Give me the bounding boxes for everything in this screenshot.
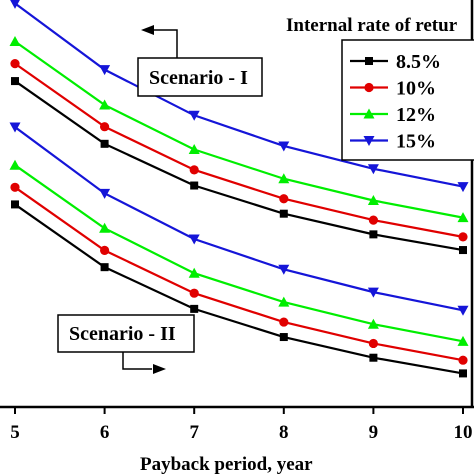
scenario-2-arrow-head bbox=[153, 364, 166, 374]
legend-swatch-marker-4 bbox=[363, 136, 375, 146]
scenario-1-series-line-3 bbox=[14, 40, 464, 219]
x-tick-label-5: 5 bbox=[10, 422, 20, 443]
scenario-1-series-4-point-4 bbox=[278, 141, 290, 152]
legend-swatch-marker-3 bbox=[363, 108, 375, 119]
scenario-2-arrow bbox=[122, 352, 152, 370]
scenario-2-box bbox=[57, 314, 195, 353]
scenario-2-series-4-point-3 bbox=[188, 234, 200, 245]
scenario-2-series-3-point-4 bbox=[278, 296, 290, 307]
scenario-2-series-1-point-2 bbox=[100, 263, 109, 272]
scenario-1-series-4-point-5 bbox=[367, 164, 379, 175]
legend-label-1: 8.5% bbox=[396, 51, 441, 73]
x-tick-label-9: 9 bbox=[369, 422, 379, 443]
plot-lines bbox=[14, 2, 464, 375]
legend-swatch-marker-1 bbox=[365, 57, 373, 65]
scenario-1-annotation: Scenario - I bbox=[137, 25, 263, 97]
scenario-2-series-2-point-4 bbox=[279, 317, 289, 327]
scenario-2-series-2-point-1 bbox=[10, 182, 20, 192]
scenario-1-series-1-point-5 bbox=[369, 230, 378, 239]
scenario-1-series-4-point-6 bbox=[457, 182, 469, 193]
legend-swatch-marker-2 bbox=[364, 82, 374, 93]
scenario-1-series-3-point-4 bbox=[278, 173, 290, 184]
scenario-1-series-line-2 bbox=[14, 62, 464, 238]
scenario-1-series-2-point-1 bbox=[10, 59, 20, 69]
scenario-2-series-1-point-5 bbox=[369, 353, 378, 362]
scenario-1-series-2-point-5 bbox=[368, 215, 378, 225]
legend-label-2: 10% bbox=[396, 78, 436, 100]
scenario-2-label: Scenario - II bbox=[69, 323, 176, 345]
scenario-1-series-3-point-3 bbox=[188, 144, 200, 155]
scenario-2-series-line-3 bbox=[14, 164, 464, 343]
scenario-1-series-2-point-3 bbox=[189, 165, 199, 175]
x-tick-label-7: 7 bbox=[189, 422, 199, 443]
scenario-2-series-1-point-1 bbox=[11, 200, 19, 209]
scenario-1-series-3-point-2 bbox=[99, 99, 111, 110]
legend-label-4: 15% bbox=[396, 131, 436, 153]
scenario-1-series-3-point-1 bbox=[9, 36, 21, 46]
x-axis-label: Payback period, year bbox=[140, 454, 313, 474]
scenario-1-series-3-point-5 bbox=[367, 194, 379, 205]
legend-entries: 8.5% 10% 12% 15% bbox=[350, 51, 441, 153]
scenario-2-series-4-point-2 bbox=[99, 188, 111, 199]
scenario-1-series-2-point-2 bbox=[100, 122, 110, 132]
scenario-2-series-line-1 bbox=[14, 203, 464, 375]
scenario-2-series-4-point-5 bbox=[367, 287, 379, 298]
scenario-2-series-1-point-3 bbox=[190, 304, 199, 313]
scenario-2-series-line-2 bbox=[14, 186, 464, 362]
scenario-1-series-1-point-2 bbox=[100, 139, 109, 148]
scenario-2-series-3-point-3 bbox=[188, 267, 200, 278]
scenario-1-series-1-point-6 bbox=[459, 246, 467, 255]
scenario-2-annotation: Scenario - II bbox=[57, 314, 195, 374]
scenario-1-series-4-point-1 bbox=[10, 0, 20, 9]
scenario-2-series-3-point-1 bbox=[9, 159, 21, 170]
scenario-2-series-3-point-2 bbox=[99, 222, 111, 233]
scenario-1-series-line-1 bbox=[14, 80, 464, 252]
legend-label-3: 12% bbox=[396, 104, 436, 126]
scenario-2-series-1-point-6 bbox=[459, 369, 467, 378]
scenario-1-box bbox=[137, 57, 263, 97]
scenario-1-series-line-4 bbox=[14, 2, 464, 188]
scenario-1-series-1-point-4 bbox=[279, 209, 288, 218]
scenario-1-series-4-point-2 bbox=[99, 65, 111, 76]
scenario-2-series-4-point-4 bbox=[278, 264, 290, 275]
scenario-2-series-4-point-6 bbox=[457, 305, 469, 316]
scenario-1-series-3-point-6 bbox=[457, 212, 469, 223]
scenario-1-arrow bbox=[153, 29, 178, 58]
scenario-1-series-2-point-6 bbox=[458, 232, 468, 242]
x-ticks: 5 6 7 8 9 10 bbox=[10, 407, 473, 443]
scenario-1-label: Scenario - I bbox=[149, 67, 248, 89]
scenario-2-series-2-point-5 bbox=[368, 338, 378, 349]
legend-title: Internal rate of retur bbox=[286, 15, 458, 36]
x-tick-label-8: 8 bbox=[279, 422, 289, 443]
scenario-1-series-4-point-3 bbox=[188, 110, 200, 121]
scenario-1-arrow-head bbox=[141, 25, 154, 35]
scenario-1-series-1-point-1 bbox=[11, 77, 19, 86]
scenario-2-series-2-point-6 bbox=[458, 355, 468, 365]
scenario-2-series-2-point-2 bbox=[100, 245, 110, 256]
plot-markers bbox=[9, 0, 469, 378]
scenario-2-series-3-point-5 bbox=[367, 318, 379, 329]
scenario-2-series-line-4 bbox=[14, 126, 464, 312]
scenario-2-series-3-point-6 bbox=[457, 335, 469, 346]
scenario-2-series-2-point-3 bbox=[189, 288, 199, 298]
legend: Internal rate of retur 8.5% 10% 12% 15% bbox=[286, 15, 474, 161]
scenario-1-series-2-point-4 bbox=[279, 194, 289, 204]
x-tick-label-6: 6 bbox=[100, 422, 110, 443]
scenario-2-series-4-point-1 bbox=[9, 122, 21, 133]
x-tick-label-10: 10 bbox=[454, 422, 473, 443]
scenario-1-series-1-point-3 bbox=[190, 181, 199, 190]
scenario-2-series-1-point-4 bbox=[279, 333, 288, 342]
